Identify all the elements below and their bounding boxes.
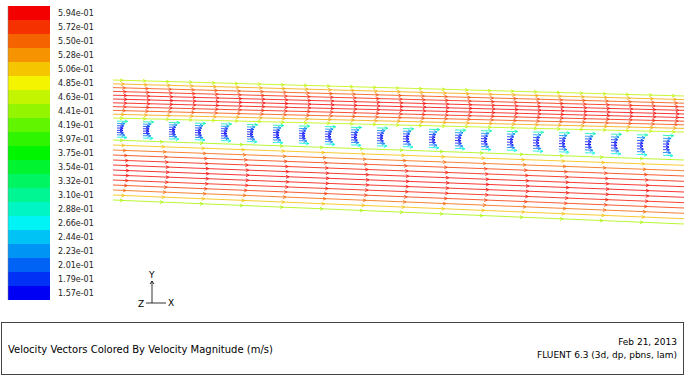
- colorbar-swatch: [8, 104, 50, 118]
- colorbar-tick-label: 5.50e-01: [58, 37, 94, 46]
- software: FLUENT 6.3 (3d, dp, pbns, lam): [537, 350, 677, 360]
- velocity-vector-row: [113, 90, 684, 108]
- colorbar-swatch: [8, 76, 50, 90]
- colorbar-swatch: [8, 174, 50, 188]
- colorbar-swatch: [8, 20, 50, 34]
- colorbar-range: [8, 6, 9, 300]
- footer-box: [2, 323, 684, 375]
- colorbar-swatch: [8, 146, 50, 160]
- colorbar-swatch: [8, 258, 50, 272]
- velocity-vector-row: [113, 154, 684, 176]
- velocity-vector-row: [113, 189, 684, 213]
- colorbar-tick-label: 2.88e-01: [58, 205, 94, 214]
- colorbar-tick-label: 3.97e-01: [58, 135, 94, 144]
- colorbar-swatch: [8, 118, 50, 132]
- colorbar-tick-label: 3.75e-01: [58, 149, 94, 158]
- colorbar-tick-label: 3.54e-01: [58, 163, 94, 172]
- colorbar-tick-label: 4.41e-01: [58, 107, 94, 116]
- colorbar-swatch: [8, 6, 50, 20]
- date: Feb 21, 2013: [618, 337, 677, 347]
- colorbar-tick-label: 2.23e-01: [58, 247, 94, 256]
- colorbar-swatch: [8, 62, 50, 76]
- colorbar-tick-label: 3.32e-01: [58, 177, 94, 186]
- colorbar-tick-label: 2.66e-01: [58, 219, 94, 228]
- colorbar-swatch: [8, 244, 50, 258]
- velocity-vector-row: [117, 134, 671, 155]
- colorbar-tick-label: 4.85e-01: [58, 79, 94, 88]
- colorbar-swatch: [8, 90, 50, 104]
- colorbar-tick-label: 1.57e-01: [58, 289, 94, 298]
- velocity-vector-row: [113, 117, 684, 134]
- colorbar-swatch: [8, 160, 50, 174]
- velocity-vector-row: [113, 194, 684, 219]
- velocity-vector-row: [113, 86, 684, 104]
- colorbar-swatch: [8, 216, 50, 230]
- colorbar-swatch: [8, 48, 50, 62]
- colorbar-swatch: [8, 34, 50, 48]
- colorbar-tick-label: 1.79e-01: [58, 275, 94, 284]
- colorbar-tick-label: 3.10e-01: [58, 191, 94, 200]
- title: Velocity Vectors Colored By Velocity Mag…: [8, 344, 273, 355]
- colorbar-swatch: [8, 286, 50, 300]
- colorbar-swatch: [8, 202, 50, 216]
- velocity-vector-row: [113, 139, 684, 160]
- figure: 5.94e-01 5.72e-01 5.50e-01 5.28e-01 5.06e-01…: [0, 0, 686, 380]
- axis-triad: Y X Z: [138, 270, 174, 309]
- velocity-vector-row: [113, 83, 684, 101]
- velocity-vector-row: [113, 174, 684, 197]
- colorbar-swatch: [8, 230, 50, 244]
- x-axis-arrow: [152, 303, 166, 304]
- velocity-vector-row: [117, 136, 673, 157]
- colorbar-tick-label: 4.19e-01: [58, 121, 94, 130]
- vector-field: [113, 79, 684, 224]
- y-axis-label: Y: [148, 270, 155, 280]
- colorbar-swatch: [8, 132, 50, 146]
- colorbar-tick-label: 2.01e-01: [58, 261, 94, 270]
- colorbar-tick-label: 5.06e-01: [58, 65, 94, 74]
- velocity-vector-row: [113, 113, 684, 130]
- footer: Velocity Vectors Colored By Velocity Mag…: [2, 323, 684, 375]
- velocity-vector-row: [113, 144, 684, 166]
- x-axis-label: X: [168, 298, 174, 308]
- colorbar-tick-label: 5.28e-01: [58, 51, 94, 60]
- colorbar-swatch: [8, 188, 50, 202]
- z-axis-label: Z: [138, 299, 144, 309]
- colorbar-tick-label: 2.44e-01: [58, 233, 94, 242]
- velocity-vector-row: [113, 149, 684, 171]
- velocity-vector-row: [113, 199, 684, 224]
- colorbar-tick-label: 5.72e-01: [58, 23, 94, 32]
- colorbar-swatch: [8, 272, 50, 286]
- velocity-vector-row: [113, 184, 684, 208]
- colorbar: 5.94e-01 5.72e-01 5.50e-01 5.28e-01 5.06e-01…: [8, 6, 94, 300]
- z-axis-arrow: [146, 303, 152, 304]
- y-axis-arrow: [150, 281, 154, 303]
- colorbar-tick-label: 5.94e-01: [58, 9, 94, 18]
- colorbar-tick-label: 4.63e-01: [58, 93, 94, 102]
- velocity-vector-row: [113, 179, 684, 203]
